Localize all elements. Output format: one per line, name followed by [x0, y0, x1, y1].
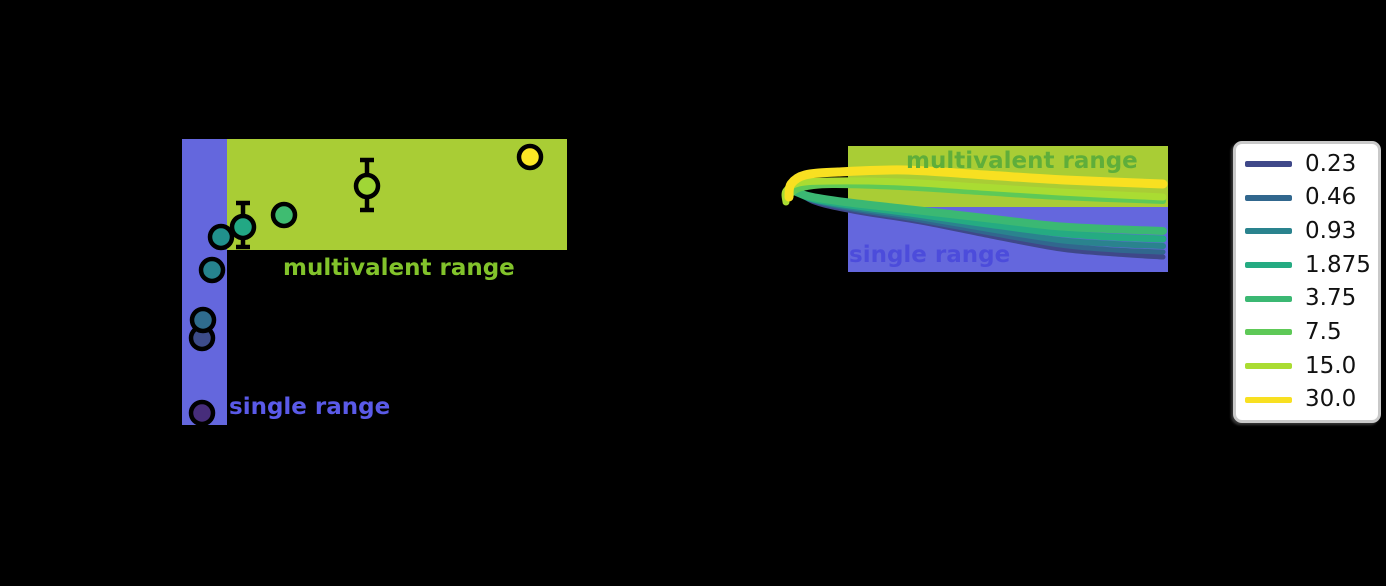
scatter-point-8 [353, 172, 381, 200]
legend-item-0.46: 0.46 [1245, 181, 1369, 214]
legend-item-0.93: 0.93 [1245, 215, 1369, 248]
legend: 0.23 0.46 0.93 1.875 3.75 7.5 15.0 30.0 [1233, 141, 1381, 423]
scatter-point-6 [229, 213, 257, 241]
legend-label: 0.93 [1305, 217, 1357, 244]
scatter-point-3 [189, 306, 217, 334]
legend-item-7.5: 7.5 [1245, 316, 1369, 349]
legend-swatch [1245, 228, 1292, 235]
annotation-layer: multivalent range single range multivale… [229, 148, 1138, 420]
annotation-left-multivalent-range: multivalent range [283, 255, 515, 281]
legend-label: 30.0 [1305, 386, 1357, 413]
legend-label: 0.23 [1305, 150, 1357, 177]
legend-label: 1.875 [1305, 251, 1371, 278]
legend-label: 7.5 [1305, 318, 1342, 345]
scatter-point-4 [198, 256, 226, 284]
legend-swatch [1245, 262, 1292, 269]
legend-item-3.75: 3.75 [1245, 282, 1369, 315]
legend-swatch [1245, 194, 1292, 201]
scatter-point-7 [270, 201, 298, 229]
scatter-point-1 [188, 399, 216, 427]
annotation-right-single-range: single range [849, 242, 1010, 268]
legend-swatch [1245, 396, 1292, 403]
legend-swatch [1245, 295, 1292, 302]
legend-swatch [1245, 329, 1292, 336]
scatter-point-5 [207, 223, 235, 251]
annotation-right-multivalent-range: multivalent range [906, 148, 1138, 174]
legend-swatch [1245, 161, 1292, 168]
legend-item-15.0: 15.0 [1245, 350, 1369, 383]
trajectory-curve-30.0 [784, 165, 1168, 202]
legend-item-30.0: 30.0 [1245, 383, 1369, 416]
legend-swatch [1245, 363, 1292, 370]
scatter-point-9 [516, 143, 544, 171]
legend-item-0.23: 0.23 [1245, 148, 1369, 181]
plot-layer [182, 139, 1168, 427]
band-single-range-band [182, 139, 227, 425]
legend-item-1.875: 1.875 [1245, 249, 1371, 282]
trajectory-curve-7.5 [788, 181, 1166, 204]
band-multivalent-range-band [227, 139, 567, 250]
annotation-left-single-range: single range [229, 394, 390, 420]
legend-label: 15.0 [1305, 352, 1357, 379]
trajectory-curve-3.75 [786, 185, 1167, 235]
legend-label: 0.46 [1305, 184, 1357, 211]
legend-label: 3.75 [1305, 285, 1357, 312]
